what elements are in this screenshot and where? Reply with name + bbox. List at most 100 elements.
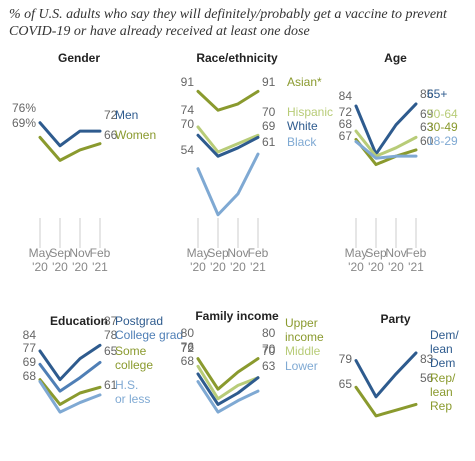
start-value-label: 84: [23, 328, 37, 342]
end-value-label: 70: [262, 342, 276, 356]
start-value-label: 68: [181, 354, 195, 368]
panel-gender: Gender May '20 Sep '20 Nov '20 Feb '21 76% 72 Men 6…: [0, 48, 158, 280]
x-tick-label: Sep: [365, 246, 387, 260]
start-value-label: 67: [339, 129, 353, 143]
end-value-label: 56: [420, 371, 434, 385]
series-name-label: Women: [115, 128, 156, 142]
start-value-label: 70: [181, 117, 195, 131]
series-name-label: college: [115, 358, 153, 372]
start-value-label: 65: [339, 377, 353, 391]
figure-title: % of U.S. adults who say they will defin…: [9, 7, 447, 39]
end-value-label: 69: [262, 119, 276, 133]
x-tick-label: '20: [230, 260, 246, 274]
start-value-label: 76%: [12, 101, 36, 115]
series-line: [354, 129, 418, 158]
end-value-label: 83: [420, 352, 434, 366]
end-value-label: 91: [262, 75, 276, 89]
series-name-label: Hispanic: [287, 105, 333, 119]
series-line: [354, 385, 418, 418]
series-name-label: 50-64: [427, 107, 458, 121]
series-line: [196, 133, 260, 158]
series-name-label: or less: [115, 392, 150, 406]
x-tick-label: May: [29, 246, 52, 260]
series-line: [196, 357, 260, 391]
start-value-label: 74: [181, 103, 195, 117]
x-tick-label: '20: [190, 260, 206, 274]
start-value-label: 84: [339, 89, 353, 103]
series-name-label: Asian*: [287, 75, 322, 89]
start-value-label: 69%: [12, 116, 36, 130]
start-value-label: 54: [181, 143, 195, 157]
end-value-label: 72: [104, 108, 118, 122]
panel-race-ethnicity: Race/ethnicity May '20 Sep '20 Nov '20 Feb '21 9…: [158, 48, 333, 280]
end-value-label: 80: [262, 326, 276, 340]
start-value-label: 76: [181, 340, 195, 354]
series-line: [196, 125, 260, 154]
series-name-label: Some: [115, 344, 147, 358]
series-name-label: Upper: [285, 316, 318, 330]
end-value-label: 69: [420, 107, 434, 121]
x-tick-label: Feb: [248, 246, 269, 260]
x-tick-label: '21: [408, 260, 424, 274]
x-tick-label: Sep: [49, 246, 71, 260]
series-line: [354, 351, 418, 399]
panel-family-income: Family income 80 80 Upper income 76 70 Middle 6…: [158, 305, 324, 461]
series-name-label: income: [285, 330, 324, 344]
end-value-label: 70: [262, 105, 276, 119]
x-tick-label: May: [345, 246, 368, 260]
series-line: [38, 121, 102, 148]
series-name-label: Rep/: [430, 371, 456, 385]
x-tick-label: Sep: [207, 246, 229, 260]
end-value-label: 70: [262, 344, 276, 358]
panel-title: Race/ethnicity: [196, 51, 278, 65]
x-tick-label: '21: [250, 260, 266, 274]
end-value-label: 61: [104, 378, 118, 392]
series-line: [196, 364, 260, 401]
panel-title: Education: [49, 314, 108, 328]
x-tick-label: '21: [92, 260, 108, 274]
start-value-label: 69: [23, 355, 37, 369]
panel-title: Family income: [195, 309, 279, 323]
series-name-label: 18-29: [427, 134, 458, 148]
panel-party: Party 79 83 Dem/lean Dem 65 56 Rep/lean Rep: [316, 305, 475, 461]
series-name-label: Postgrad: [115, 314, 163, 328]
x-tick-label: Nov: [385, 246, 406, 260]
series-line: [196, 152, 260, 217]
end-value-label: 63: [262, 359, 276, 373]
x-tick-label: Nov: [227, 246, 248, 260]
series-line: [38, 343, 102, 382]
start-value-label: 68: [23, 369, 37, 383]
series-name-label: White: [287, 119, 318, 133]
series-line: [38, 360, 102, 393]
end-value-label: 87: [104, 314, 118, 328]
series-name-label: Lower: [285, 359, 318, 373]
start-value-label: 68: [339, 117, 353, 131]
x-tick-label: '20: [388, 260, 404, 274]
end-value-label: 78: [104, 328, 118, 342]
x-tick-label: '20: [368, 260, 384, 274]
series-line: [38, 135, 102, 162]
series-line: [38, 378, 102, 406]
x-tick-label: '20: [32, 260, 48, 274]
series-name-label: lean: [430, 385, 453, 399]
start-value-label: 80: [181, 326, 195, 340]
x-tick-label: '20: [52, 260, 68, 274]
x-tick-label: '20: [72, 260, 88, 274]
start-value-label: 79: [339, 352, 353, 366]
series-line: [196, 89, 260, 112]
panel-age: Age May '20 Sep '20 Nov '20 Feb '21 84 85 65+ 72 69 5…: [316, 48, 475, 280]
series-name-label: Middle: [285, 344, 321, 358]
x-tick-label: May: [187, 246, 210, 260]
x-tick-label: Feb: [406, 246, 427, 260]
series-name-label: H.S.: [115, 378, 138, 392]
end-value-label: 63: [420, 120, 434, 134]
end-value-label: 85: [420, 87, 434, 101]
series-line: [354, 137, 418, 167]
end-value-label: 66: [104, 128, 118, 142]
series-name-label: College grad: [115, 328, 183, 342]
x-tick-label: Feb: [90, 246, 111, 260]
series-line: [354, 140, 418, 160]
